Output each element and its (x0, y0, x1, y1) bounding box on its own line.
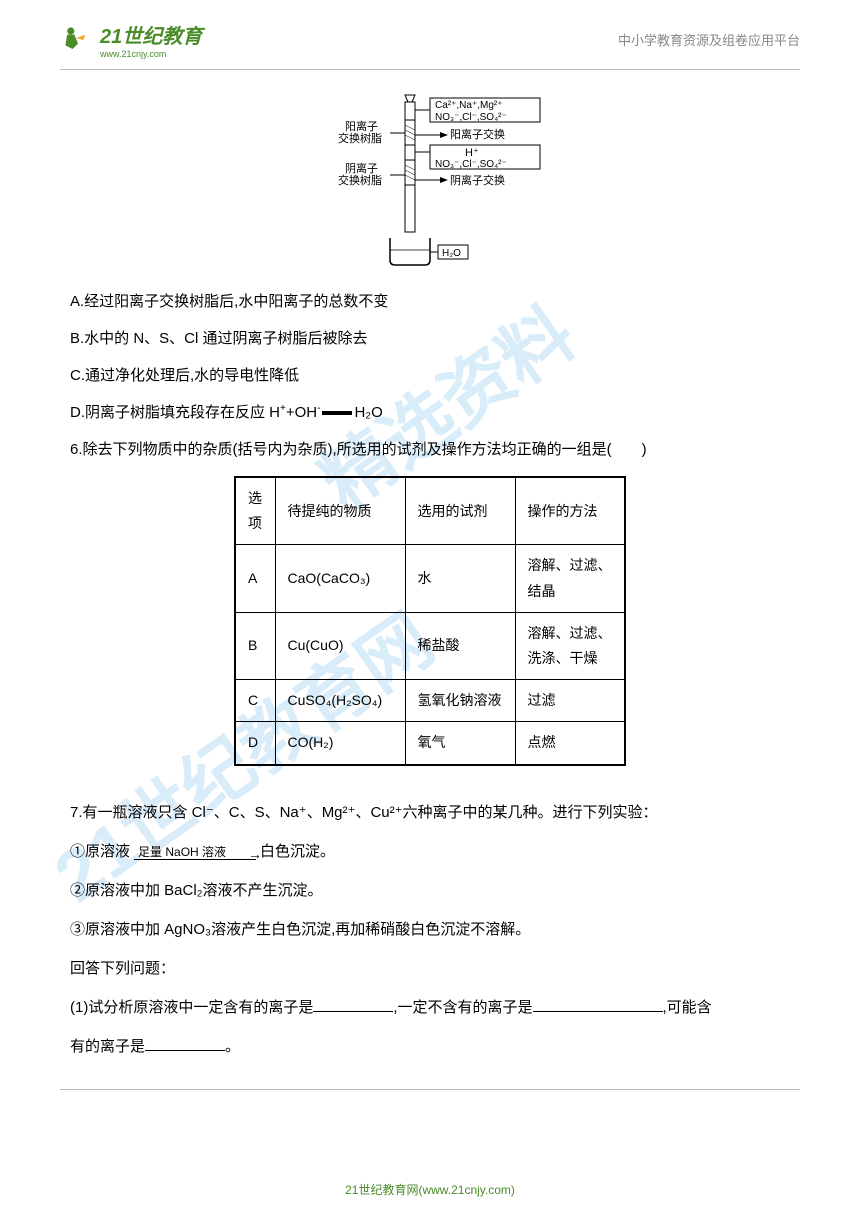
cell-opt: C (235, 680, 275, 722)
svg-text:阴离子: 阴离子 (345, 161, 378, 175)
option-c: C.通过净化处理后,水的导电性降低 (70, 359, 790, 392)
page-header: 21世纪教育 www.21cnjy.com 中小学教育资源及组卷应用平台 (0, 0, 860, 69)
blank-field (313, 996, 393, 1012)
svg-text:Ca²⁺,Na⁺,Mg²⁺: Ca²⁺,Na⁺,Mg²⁺ (435, 100, 503, 111)
cell-reagent: 水 (405, 545, 515, 612)
cell-method: 点燃 (515, 722, 625, 765)
logo: 21世纪教育 www.21cnjy.com (60, 20, 202, 59)
page-footer: 21世纪教育网(www.21cnjy.com) (0, 1181, 860, 1198)
blank-field (533, 996, 663, 1012)
cell-method: 过滤 (515, 680, 625, 722)
cell-substance: CO(H₂) (275, 722, 405, 765)
option-a: A.经过阳离子交换树脂后,水中阳离子的总数不变 (70, 285, 790, 318)
cell-method: 溶解、过滤、 结晶 (515, 545, 625, 612)
blank-field (145, 1035, 225, 1051)
svg-text:交换树脂: 交换树脂 (338, 173, 382, 187)
table-header-row: 选项 待提纯的物质 选用的试剂 操作的方法 (235, 477, 625, 545)
th-option: 选项 (235, 477, 275, 545)
svg-text:阴离子交换: 阴离子交换 (450, 173, 505, 187)
logo-sub-text: www.21cnjy.com (100, 49, 202, 59)
question-6: 6.除去下列物质中的杂质(括号内为杂质),所选用的试剂及操作方法均正确的一组是(… (70, 433, 790, 466)
table-row: C CuSO₄(H₂SO₄) 氢氧化钠溶液 过滤 (235, 680, 625, 722)
table-row: D CO(H₂) 氧气 点燃 (235, 722, 625, 765)
cell-opt: A (235, 545, 275, 612)
svg-text:NO₃⁻,Cl⁻,SO₄²⁻: NO₃⁻,Cl⁻,SO₄²⁻ (435, 159, 507, 170)
q7-answer-intro: 回答下列问题： (70, 952, 790, 985)
logo-icon (60, 22, 96, 58)
q7-step3: ③原溶液中加 AgNO₃溶液产生白色沉淀,再加稀硝酸白色沉淀不溶解。 (70, 913, 790, 946)
logo-main-text: 21世纪教育 (100, 20, 202, 49)
q7-step1: ①原溶液足量 NaOH 溶液→白色沉淀。 (70, 835, 790, 869)
cell-substance: Cu(CuO) (275, 612, 405, 679)
svg-text:H₂O: H₂O (442, 248, 461, 259)
q6-table: 选项 待提纯的物质 选用的试剂 操作的方法 A CaO(CaCO₃) 水 溶解、… (234, 476, 626, 766)
cell-reagent: 氢氧化钠溶液 (405, 680, 515, 722)
header-right-text: 中小学教育资源及组卷应用平台 (618, 30, 800, 49)
svg-text:阳离子: 阳离子 (345, 119, 378, 133)
cell-substance: CaO(CaCO₃) (275, 545, 405, 612)
cell-opt: D (235, 722, 275, 765)
question-7-intro: 7.有一瓶溶液只含 Cl⁻、C、S、Na⁺、Mg²⁺、Cu²⁺六种离子中的某几种… (70, 796, 790, 829)
cell-reagent: 稀盐酸 (405, 612, 515, 679)
cell-opt: B (235, 612, 275, 679)
cell-method: 溶解、过滤、 洗涤、干燥 (515, 612, 625, 679)
table-row: A CaO(CaCO₃) 水 溶解、过滤、 结晶 (235, 545, 625, 612)
svg-text:阳离子交换: 阳离子交换 (450, 127, 505, 141)
cell-substance: CuSO₄(H₂SO₄) (275, 680, 405, 722)
q7-sub1: (1)试分析原溶液中一定含有的离子是,一定不含有的离子是,可能含 (70, 991, 790, 1024)
option-d: D.阴离子树脂填充段存在反应 H++OH-H₂O (70, 396, 790, 429)
svg-text:交换树脂: 交换树脂 (338, 131, 382, 145)
main-content: Ca²⁺,Na⁺,Mg²⁺ NO₃⁻,Cl⁻,SO₄²⁻ 阳离子 交换树脂 阳离… (0, 70, 860, 1089)
q7-step2: ②原溶液中加 BaCl₂溶液不产生沉淀。 (70, 874, 790, 907)
option-b: B.水中的 N、S、Cl 通过阴离子树脂后被除去 (70, 322, 790, 355)
th-substance: 待提纯的物质 (275, 477, 405, 545)
th-reagent: 选用的试剂 (405, 477, 515, 545)
ion-exchange-diagram: Ca²⁺,Na⁺,Mg²⁺ NO₃⁻,Cl⁻,SO₄²⁻ 阳离子 交换树脂 阳离… (70, 90, 790, 270)
q7-sub1-cont: 有的离子是。 (70, 1030, 790, 1063)
q6-table-container: 选项 待提纯的物质 选用的试剂 操作的方法 A CaO(CaCO₃) 水 溶解、… (70, 476, 790, 766)
table-row: B Cu(CuO) 稀盐酸 溶解、过滤、 洗涤、干燥 (235, 612, 625, 679)
cell-reagent: 氧气 (405, 722, 515, 765)
svg-text:H⁺: H⁺ (465, 147, 479, 159)
logo-text: 21世纪教育 www.21cnjy.com (100, 20, 202, 59)
footer-divider (60, 1089, 800, 1090)
svg-text:NO₃⁻,Cl⁻,SO₄²⁻: NO₃⁻,Cl⁻,SO₄²⁻ (435, 112, 507, 123)
th-method: 操作的方法 (515, 477, 625, 545)
